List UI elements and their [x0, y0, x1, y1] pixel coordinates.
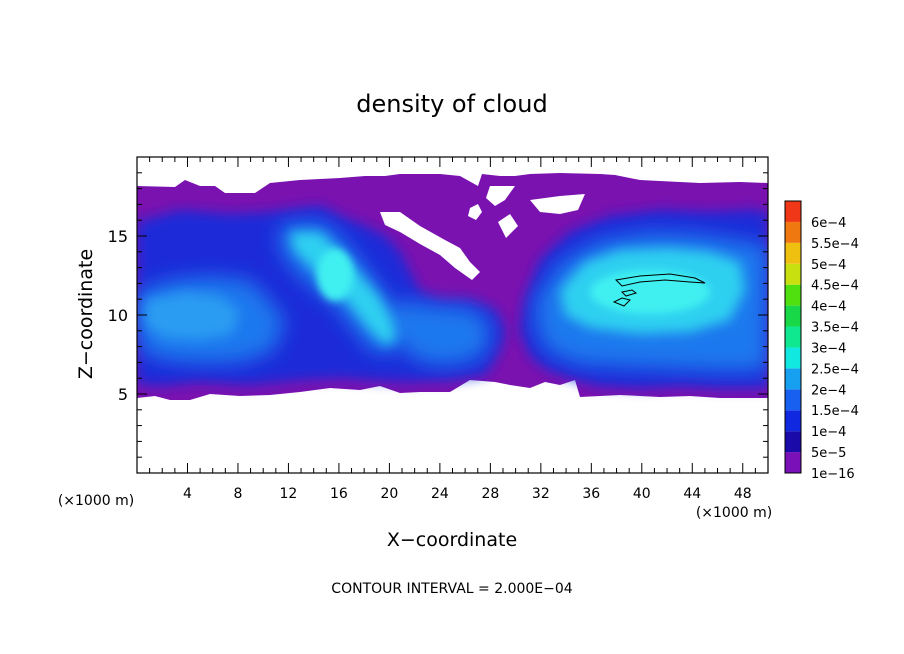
y-tick-label: 15 — [108, 227, 128, 246]
cloud-gap-a — [380, 212, 480, 280]
colorbar-swatch — [785, 263, 801, 285]
colorbar-swatch — [785, 242, 801, 264]
colorbar-label: 1.5e−4 — [811, 404, 859, 419]
y-tick-label: 10 — [108, 306, 128, 325]
x-axis-ticks: 4 8 12 16 20 24 28 32 36 40 44 48 — [149, 157, 756, 502]
colorbar-swatch — [785, 221, 801, 243]
x-tick-label: 8 — [233, 486, 242, 502]
x-tick-label: 40 — [633, 486, 651, 502]
colorbar-label: 2.5e−4 — [811, 362, 859, 377]
x-tick-label: 32 — [532, 486, 550, 502]
colorbar: 1e−16 5e−5 1e−4 1.5e−4 2e−4 2.5e−4 3e−4 3.5e−4 4… — [784, 200, 859, 482]
colorbar-swatch — [785, 326, 801, 348]
colorbar-label: 4.5e−4 — [811, 279, 859, 294]
mid-lower — [395, 300, 490, 366]
colorbar-label: 1e−4 — [811, 425, 846, 440]
colorbar-swatch — [785, 368, 801, 390]
colorbar-label: 6e−4 — [811, 216, 846, 231]
colorbar-swatch — [785, 201, 801, 222]
heatmap-field — [137, 173, 768, 400]
x-tick-label: 12 — [280, 486, 298, 502]
colorbar-swatch — [785, 284, 801, 306]
x-tick-label: 4 — [183, 486, 192, 502]
contour-line-3 — [620, 289, 638, 297]
contour-line-1 — [614, 273, 706, 287]
colorbar-swatch — [785, 305, 801, 327]
x-tick-label: 28 — [481, 486, 499, 502]
colorbar-swatch — [785, 389, 801, 411]
x-tick-label: 16 — [330, 486, 348, 502]
peak-center — [317, 249, 353, 301]
high-left — [145, 292, 240, 340]
colorbar-swatch — [785, 410, 801, 432]
cloud-gap-b — [468, 204, 482, 220]
x-tick-label: 20 — [380, 486, 398, 502]
peak-right — [590, 270, 710, 314]
x-units-left: (×1000 m) — [58, 493, 134, 509]
colorbar-label: 5.5e−4 — [811, 237, 859, 252]
y-tick-label: 5 — [118, 385, 128, 404]
y-axis-ticks: 5 10 15 — [108, 172, 768, 458]
y-axis-label: Z−coordinate — [75, 249, 97, 379]
colorbar-label: 1e−16 — [811, 467, 855, 482]
x-tick-label: 44 — [683, 486, 701, 502]
colorbar-label: 3e−4 — [811, 341, 846, 356]
cloud-gap-d — [498, 214, 518, 238]
contour-interval-note: CONTOUR INTERVAL = 2.000E−04 — [331, 581, 572, 597]
contour-line-2 — [612, 297, 631, 307]
x-axis-label: X−coordinate — [387, 529, 517, 551]
colorbar-label: 5e−4 — [811, 258, 846, 273]
cloud-gap-c — [486, 186, 515, 206]
colorbar-label: 5e−5 — [811, 446, 846, 461]
colorbar-label: 3.5e−4 — [811, 321, 859, 336]
cloud-gap-e — [530, 194, 585, 214]
colorbar-swatch — [785, 452, 801, 473]
x-tick-label: 48 — [734, 486, 752, 502]
colorbar-label: 2e−4 — [811, 383, 846, 398]
colorbar-frame — [784, 200, 802, 474]
colorbar-swatch — [785, 347, 801, 369]
x-tick-label: 36 — [582, 486, 600, 502]
chart-title: density of cloud — [356, 90, 547, 118]
x-units-right: (×1000 m) — [696, 505, 772, 521]
colorbar-swatch — [785, 431, 801, 453]
x-tick-label: 24 — [431, 486, 449, 502]
colorbar-label: 4e−4 — [811, 300, 846, 315]
